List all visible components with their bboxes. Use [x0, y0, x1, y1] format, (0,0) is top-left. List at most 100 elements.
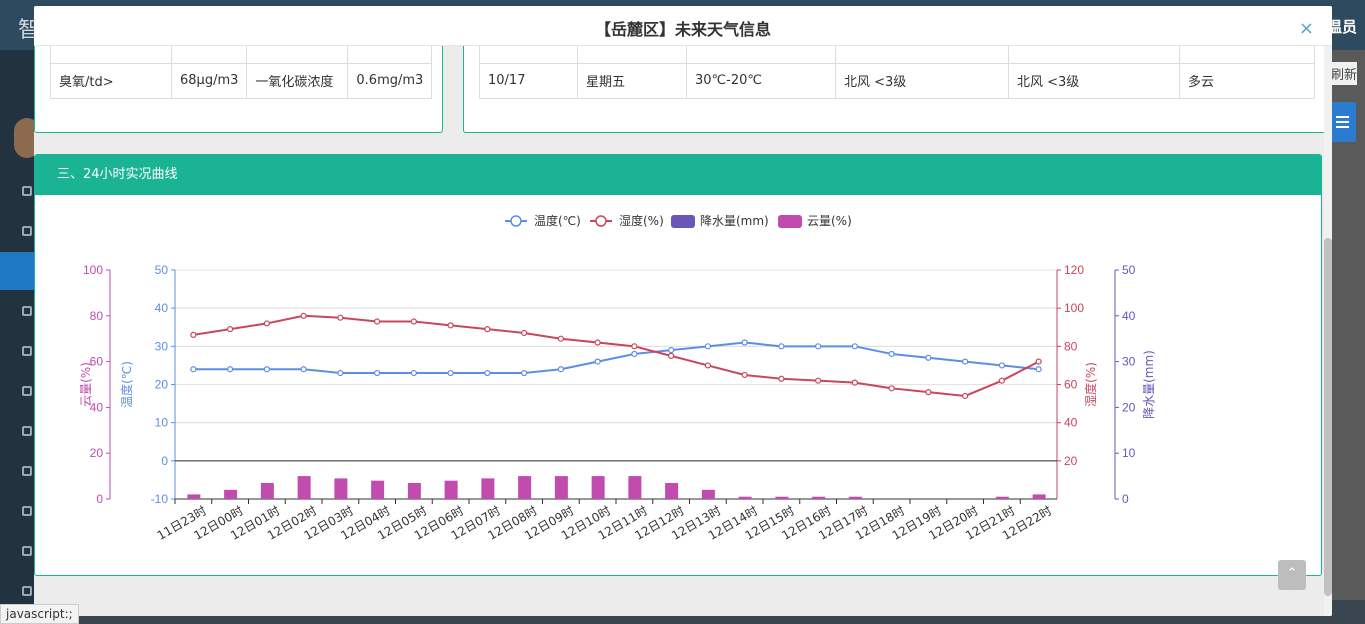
- cloud-bar: [738, 496, 752, 499]
- cloud-bar: [224, 489, 238, 499]
- temperature-point: [741, 339, 748, 346]
- cloud-bar: [554, 476, 568, 499]
- weather-chart: 100806040200云量(%)50403020100-10温度(℃)1201…: [79, 213, 1156, 543]
- modal-title: 【岳麓区】未来天气信息: [594, 20, 771, 39]
- legend-label: 温度(℃): [534, 213, 581, 228]
- tick-label: 0: [1122, 492, 1129, 506]
- humidity-point: [190, 331, 197, 338]
- temperature-point: [484, 369, 491, 377]
- temperature-point: [1035, 366, 1042, 373]
- tick-label: 50: [1122, 263, 1136, 277]
- refresh-link[interactable]: 刷新: [1330, 62, 1357, 85]
- modal-body: 臭氧/td> 68μg/m3 一氧化碳浓度 0.6mg/m3 10/17 星期五…: [34, 36, 1332, 616]
- tick-label: 20: [155, 378, 169, 392]
- temperature-point: [668, 347, 675, 354]
- cloud-bar: [1032, 494, 1046, 499]
- tick-label: 40: [1064, 416, 1078, 430]
- table-cell: 星期五: [577, 62, 687, 99]
- sidebar-icon[interactable]: [22, 346, 32, 356]
- tick-label: 40: [1122, 309, 1136, 323]
- temperature-point: [778, 343, 785, 350]
- cloud-bar: [628, 476, 642, 499]
- scrollbar[interactable]: [1324, 46, 1332, 616]
- temperature-point: [447, 369, 454, 377]
- humidity-point: [631, 343, 638, 350]
- cloud-bar: [481, 478, 495, 499]
- humidity-point: [410, 318, 417, 325]
- sidebar-icon[interactable]: [22, 586, 32, 596]
- sidebar-icon[interactable]: [22, 186, 32, 196]
- sidebar-icon[interactable]: [22, 306, 32, 316]
- axis-title: 温度(℃): [119, 361, 134, 408]
- humidity-line: [193, 314, 1040, 397]
- humidity-point: [521, 329, 528, 337]
- close-icon[interactable]: ×: [1298, 18, 1314, 39]
- temperature-point: [888, 350, 895, 358]
- weather-modal: 【岳麓区】未来天气信息 × 臭氧/td> 68μg/m3 一氧化碳浓度 0.6m…: [34, 6, 1332, 616]
- temperature-point: [925, 354, 932, 361]
- table-cell: 30℃-20℃: [686, 62, 836, 99]
- forecast-panel: 10/17 星期五 30℃-20℃ 北风 <3级 北风 <3级 多云: [463, 36, 1328, 133]
- tick-label: 100: [83, 263, 103, 277]
- table-cell: 一氧化碳浓度: [246, 62, 349, 99]
- sidebar-icon[interactable]: [22, 386, 32, 396]
- temperature-point: [704, 343, 711, 350]
- scrollbar-thumb[interactable]: [1324, 238, 1332, 596]
- table-cell: 北风 <3级: [1008, 62, 1180, 99]
- sidebar-icon[interactable]: [22, 426, 32, 436]
- humidity-point: [778, 375, 785, 382]
- humidity-point: [741, 371, 748, 379]
- tick-label: 50: [155, 263, 169, 277]
- sidebar-icon[interactable]: [22, 506, 32, 516]
- tick-label: 40: [155, 301, 169, 315]
- legend-label: 降水量(mm): [700, 214, 769, 228]
- sidebar-icon[interactable]: [22, 226, 32, 236]
- humidity-point: [300, 312, 307, 319]
- table-cell: 多云: [1179, 62, 1315, 99]
- sidebar-item-active[interactable]: [0, 252, 34, 290]
- temperature-point: [300, 366, 307, 373]
- cloud-bar: [812, 496, 826, 499]
- humidity-point: [337, 314, 344, 321]
- temperature-point: [521, 369, 528, 377]
- cloud-bar: [371, 480, 385, 499]
- tick-label: 80: [90, 309, 104, 323]
- temperature-point: [337, 369, 344, 377]
- axis-title: 降水量(mm): [1142, 350, 1156, 419]
- back-to-top-button[interactable]: ⌃: [1278, 560, 1306, 590]
- axis-title: 云量(%): [79, 362, 93, 407]
- temperature-point: [631, 350, 638, 358]
- menu-button[interactable]: [1330, 102, 1356, 142]
- sidebar-icon[interactable]: [22, 466, 32, 476]
- tick-label: -10: [151, 492, 169, 506]
- humidity-point: [263, 320, 270, 327]
- humidity-point: [557, 335, 564, 342]
- temperature-point: [263, 366, 270, 373]
- temperature-point: [962, 358, 969, 365]
- temperature-point: [851, 343, 858, 350]
- humidity-point: [704, 362, 711, 369]
- table-cell: 10/17: [479, 62, 578, 99]
- tick-label: 60: [90, 355, 104, 369]
- cloud-bar: [591, 476, 605, 499]
- sidebar-icon[interactable]: [22, 546, 32, 556]
- humidity-point: [925, 389, 932, 396]
- tick-label: 0: [96, 492, 103, 506]
- cloud-bar: [444, 480, 458, 499]
- cloud-bar: [334, 478, 348, 499]
- cloud-bar: [407, 482, 421, 499]
- humidity-point: [484, 326, 491, 333]
- humidity-point: [815, 377, 822, 384]
- legend-bar-icon: [778, 215, 802, 228]
- humidity-point: [594, 339, 601, 346]
- user-label[interactable]: 温员: [1326, 18, 1357, 36]
- tick-label: 100: [1064, 301, 1084, 315]
- tick-label: 20: [1122, 400, 1136, 414]
- air-quality-panel: 臭氧/td> 68μg/m3 一氧化碳浓度 0.6mg/m3: [34, 36, 443, 133]
- tick-label: 10: [1122, 446, 1136, 460]
- sidebar: [0, 50, 40, 624]
- legend-bar-icon: [671, 215, 695, 228]
- legend-label: 云量(%): [807, 214, 852, 228]
- cloud-bar: [775, 496, 789, 499]
- cloud-bar: [518, 476, 532, 499]
